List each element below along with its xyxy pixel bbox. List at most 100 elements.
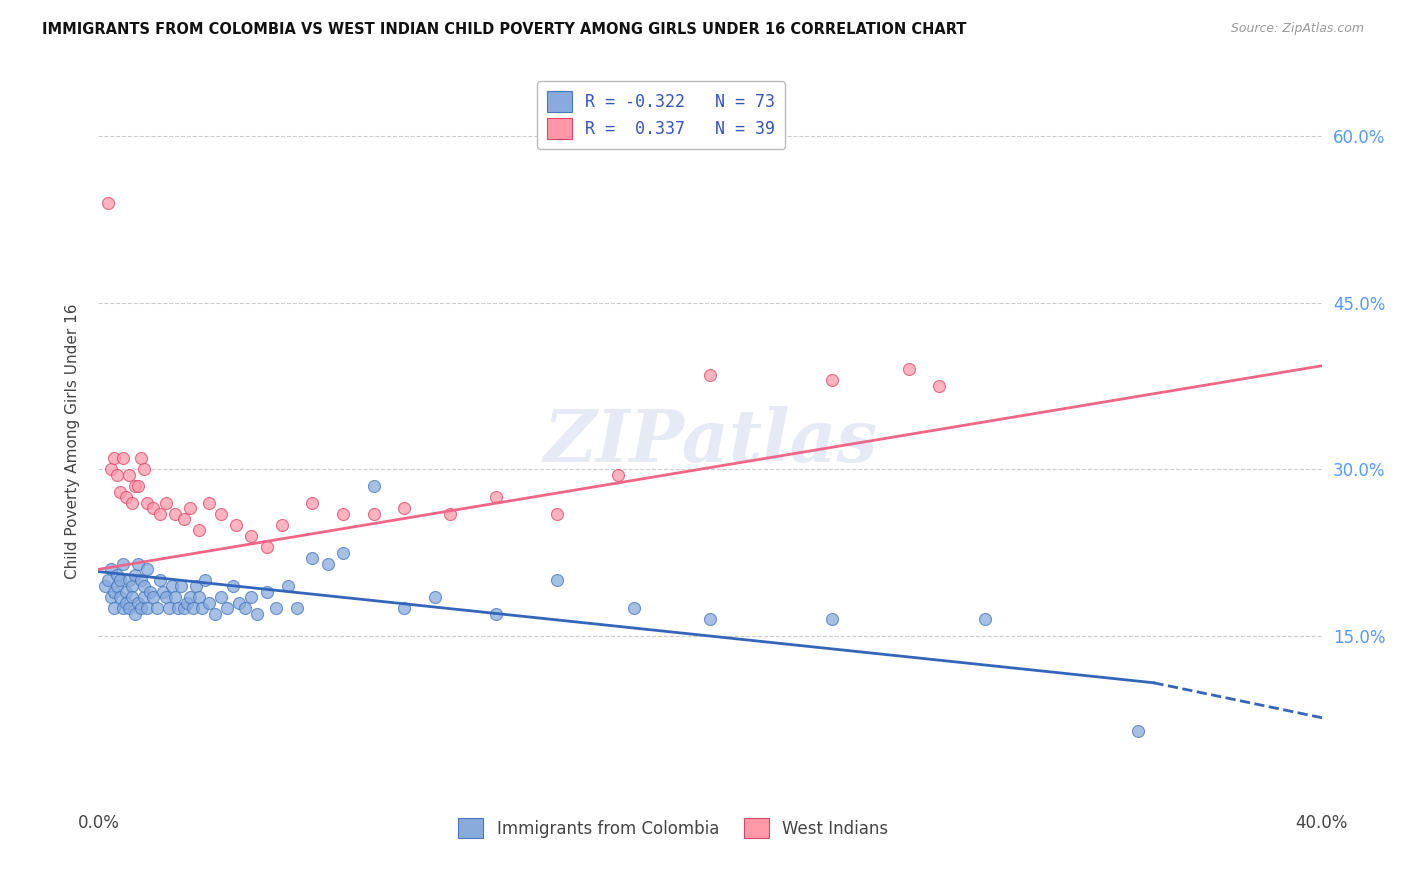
- Point: [160, 579, 183, 593]
- Point: [170, 579, 193, 593]
- Point: [163, 507, 186, 521]
- Point: [142, 590, 165, 604]
- Point: [332, 546, 354, 560]
- Point: [127, 479, 149, 493]
- Point: [167, 601, 190, 615]
- Point: [256, 584, 278, 599]
- Point: [97, 574, 120, 588]
- Point: [111, 557, 134, 571]
- Point: [197, 496, 219, 510]
- Point: [111, 451, 134, 466]
- Text: Source: ZipAtlas.com: Source: ZipAtlas.com: [1230, 22, 1364, 36]
- Point: [129, 451, 152, 466]
- Point: [188, 590, 211, 604]
- Point: [129, 574, 152, 588]
- Point: [108, 574, 131, 588]
- Point: [209, 590, 232, 604]
- Point: [316, 557, 339, 571]
- Point: [186, 579, 208, 593]
- Point: [108, 484, 131, 499]
- Point: [115, 584, 138, 599]
- Point: [111, 601, 134, 615]
- Point: [821, 612, 844, 626]
- Point: [103, 584, 125, 599]
- Text: IMMIGRANTS FROM COLOMBIA VS WEST INDIAN CHILD POVERTY AMONG GIRLS UNDER 16 CORRE: IMMIGRANTS FROM COLOMBIA VS WEST INDIAN …: [42, 22, 967, 37]
- Point: [246, 607, 269, 621]
- Point: [115, 596, 138, 610]
- Point: [240, 590, 263, 604]
- Point: [222, 579, 245, 593]
- Point: [118, 574, 141, 588]
- Point: [152, 584, 174, 599]
- Point: [485, 490, 508, 504]
- Point: [485, 607, 508, 621]
- Point: [115, 490, 138, 504]
- Point: [163, 590, 186, 604]
- Point: [256, 540, 278, 554]
- Point: [134, 590, 156, 604]
- Point: [623, 601, 645, 615]
- Point: [136, 562, 159, 576]
- Point: [699, 368, 721, 382]
- Point: [301, 551, 323, 566]
- Point: [176, 596, 198, 610]
- Point: [233, 601, 256, 615]
- Point: [124, 607, 146, 621]
- Point: [188, 524, 211, 538]
- Text: ZIPatlas: ZIPatlas: [543, 406, 877, 477]
- Legend: Immigrants from Colombia, West Indians: Immigrants from Colombia, West Indians: [451, 812, 896, 845]
- Point: [93, 579, 115, 593]
- Point: [139, 584, 162, 599]
- Point: [155, 590, 177, 604]
- Point: [191, 601, 214, 615]
- Point: [155, 496, 177, 510]
- Point: [118, 601, 141, 615]
- Point: [194, 574, 217, 588]
- Point: [103, 451, 125, 466]
- Point: [277, 579, 299, 593]
- Point: [439, 507, 461, 521]
- Point: [821, 373, 844, 387]
- Point: [264, 601, 287, 615]
- Point: [121, 496, 143, 510]
- Point: [392, 501, 416, 516]
- Point: [1128, 723, 1150, 738]
- Point: [363, 479, 385, 493]
- Point: [124, 568, 146, 582]
- Point: [121, 579, 143, 593]
- Point: [197, 596, 219, 610]
- Y-axis label: Child Poverty Among Girls Under 16: Child Poverty Among Girls Under 16: [65, 304, 80, 579]
- Point: [225, 517, 247, 532]
- Point: [127, 557, 149, 571]
- Point: [129, 601, 152, 615]
- Point: [209, 507, 232, 521]
- Point: [228, 596, 250, 610]
- Point: [897, 362, 920, 376]
- Point: [134, 462, 156, 476]
- Point: [105, 579, 128, 593]
- Point: [100, 590, 122, 604]
- Point: [105, 568, 128, 582]
- Point: [301, 496, 323, 510]
- Point: [332, 507, 354, 521]
- Point: [181, 601, 204, 615]
- Point: [134, 579, 156, 593]
- Point: [270, 517, 292, 532]
- Point: [149, 574, 172, 588]
- Point: [142, 501, 165, 516]
- Point: [173, 512, 195, 526]
- Point: [97, 195, 120, 210]
- Point: [699, 612, 721, 626]
- Point: [204, 607, 226, 621]
- Point: [179, 590, 201, 604]
- Point: [100, 562, 122, 576]
- Point: [974, 612, 997, 626]
- Point: [928, 379, 950, 393]
- Point: [127, 596, 149, 610]
- Point: [173, 601, 195, 615]
- Point: [607, 467, 630, 482]
- Point: [118, 467, 141, 482]
- Point: [108, 590, 131, 604]
- Point: [392, 601, 416, 615]
- Point: [215, 601, 238, 615]
